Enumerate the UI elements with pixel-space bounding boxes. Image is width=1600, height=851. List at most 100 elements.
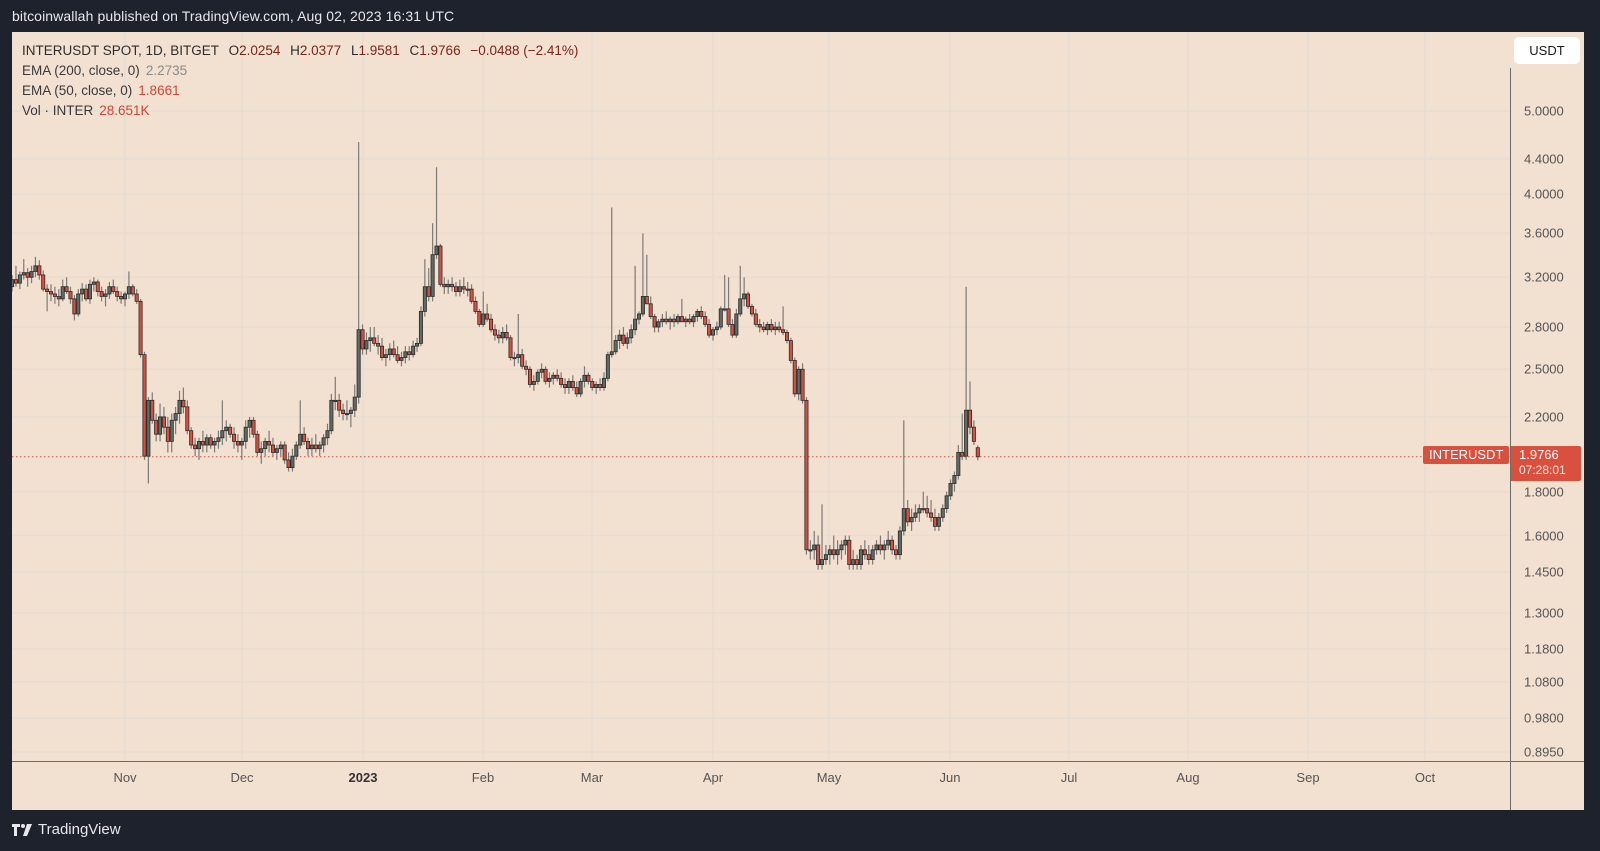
open-label: O [228,43,240,58]
candle [952,471,957,492]
candle [524,360,529,376]
candle [668,316,673,330]
candle [679,298,684,323]
candle [368,327,373,352]
candle [858,544,863,570]
candlestick-plot[interactable] [12,32,1584,810]
candle [212,437,217,453]
legend-ema50-row[interactable]: EMA (50, close, 0) 1.8661 [22,81,578,101]
price-tick-label: 2.2000 [1524,409,1564,425]
candle [504,324,509,341]
candle [605,351,610,382]
price-tick-label: 0.9800 [1524,710,1564,726]
candle [247,416,252,438]
change-value: −0.0488 (−2.41%) [470,43,579,58]
candle [633,265,638,336]
candle [964,286,969,460]
candle [150,392,155,424]
candle [905,500,910,527]
ema200-value: 2.2735 [145,63,188,78]
candle [629,324,634,344]
candle [29,265,34,284]
candle [216,430,221,449]
candle [925,495,930,518]
candle [438,243,443,287]
candle [691,313,696,328]
candle [862,540,867,560]
candle [784,329,789,344]
candle [33,256,38,278]
candle [609,207,614,358]
candle [251,416,256,438]
candle [820,504,825,570]
currency-button[interactable]: USDT [1514,37,1580,64]
candle [158,403,163,442]
candle [921,491,926,513]
candle [278,441,283,457]
candle [827,544,832,565]
candle [843,535,848,555]
candle [395,346,400,364]
price-tick-label: 1.0800 [1524,674,1564,690]
candle [407,346,412,361]
candle [442,277,447,294]
candle [294,441,299,460]
candle [555,369,560,382]
candle [302,427,307,446]
candle [391,340,396,358]
candle [45,284,50,312]
candle [306,437,311,457]
candle [411,340,416,358]
candle [851,549,856,570]
open-value: 2.0254 [239,43,281,58]
candle [781,306,786,336]
candle [415,337,420,352]
candle [563,378,568,394]
candle [41,270,46,292]
volume-value: 28.651K [99,103,150,118]
candle [975,445,980,461]
price-tick-label: 0.8950 [1524,744,1564,760]
candle [913,504,918,522]
candle [111,279,116,294]
candle [446,279,451,294]
candle [808,540,813,560]
legend-ema200-row[interactable]: EMA (200, close, 0) 2.2735 [22,61,578,81]
candle [477,308,482,328]
candle [816,535,821,570]
candle [496,329,501,344]
candle [570,375,575,391]
candle [695,308,700,322]
legend-volume-row[interactable]: Vol · INTER 28.651K [22,101,578,121]
ema200-label: EMA (200, close, 0) [22,63,140,78]
candle [485,303,490,322]
candle [119,291,124,304]
candle [547,372,552,388]
candle [765,321,770,336]
candle [675,313,680,325]
candle [259,441,264,464]
tradingview-logo[interactable]: TradingView [12,821,121,838]
candle [204,434,209,453]
chart-pane[interactable]: INTERUSDT SPOT, 1D, BITGET O2.0254 H2.03… [12,32,1584,810]
legend-symbol-row[interactable]: INTERUSDT SPOT, 1D, BITGET O2.0254 H2.03… [22,41,578,61]
candle [660,313,665,328]
candle [348,406,353,428]
candle [839,540,844,560]
candle [165,416,170,453]
candle [461,277,466,294]
time-tick-label: Feb [471,770,495,785]
candle [586,372,591,385]
publish-header: bitcoinwallah published on TradingView.c… [12,8,455,24]
candle [161,406,166,435]
ema50-value: 1.8661 [138,83,180,98]
candle [380,337,385,361]
candle [664,311,669,325]
candle [64,277,69,294]
candle [37,260,42,280]
candle [84,284,89,302]
candle [200,430,205,453]
candle [656,319,661,333]
candle [317,441,322,457]
price-tick-label: 4.0000 [1524,186,1564,202]
